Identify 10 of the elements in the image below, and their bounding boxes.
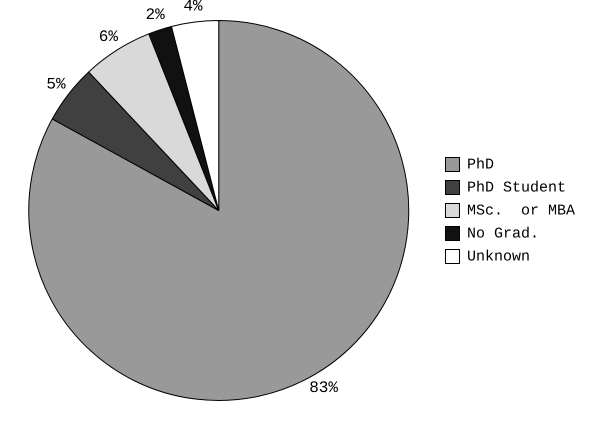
data-label: 6% bbox=[98, 28, 118, 46]
legend-label: Unknown bbox=[466, 248, 530, 266]
legend-label: PhD Student bbox=[466, 179, 566, 196]
legend-label: No Grad. bbox=[466, 225, 539, 242]
data-label: 83% bbox=[309, 379, 338, 398]
data-label: 4% bbox=[183, 0, 203, 16]
data-label: 5% bbox=[46, 75, 66, 94]
legend-label: MSc. or MBA bbox=[466, 202, 576, 220]
data-label: 2% bbox=[145, 6, 166, 24]
legend-label: PhD bbox=[466, 156, 494, 174]
